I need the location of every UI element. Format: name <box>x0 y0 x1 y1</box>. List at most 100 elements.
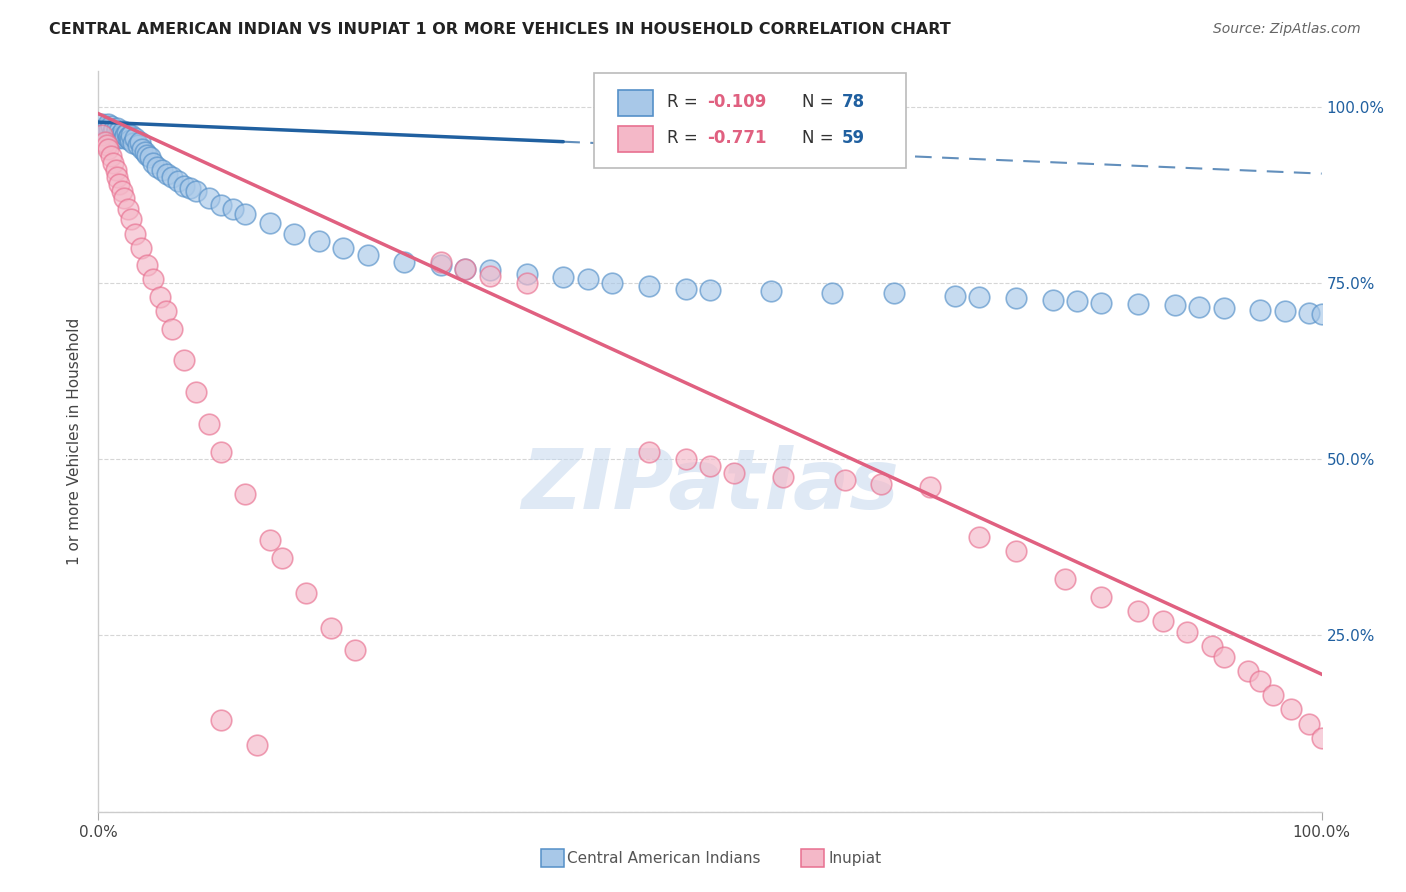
Point <box>105 120 128 135</box>
Point <box>1053 572 1076 586</box>
Point <box>197 191 219 205</box>
Bar <box>619 126 652 153</box>
Point <box>1212 301 1234 316</box>
Point <box>94 124 117 138</box>
Point <box>478 263 501 277</box>
Point <box>1128 297 1150 311</box>
Point <box>675 452 697 467</box>
Point <box>209 445 232 459</box>
Point <box>1237 664 1260 678</box>
Point <box>209 713 232 727</box>
Point <box>91 128 114 142</box>
Point <box>1310 307 1333 321</box>
Point <box>295 586 318 600</box>
Point <box>1279 702 1302 716</box>
Point <box>1042 293 1064 307</box>
Y-axis label: 1 or more Vehicles in Household: 1 or more Vehicles in Household <box>67 318 83 566</box>
Point <box>967 290 990 304</box>
Point <box>222 202 245 216</box>
Point <box>1249 674 1271 689</box>
Point <box>105 170 128 185</box>
Text: 78: 78 <box>842 93 865 111</box>
Point <box>943 288 966 302</box>
Point <box>233 487 256 501</box>
Text: ZIPatlas: ZIPatlas <box>522 445 898 526</box>
Point <box>1066 294 1088 309</box>
Point <box>160 322 183 336</box>
Point <box>101 128 124 142</box>
Point <box>283 227 305 241</box>
Point <box>699 459 721 474</box>
Point <box>772 470 794 484</box>
Point <box>120 128 142 142</box>
Point <box>637 445 661 459</box>
Point <box>600 276 623 290</box>
Point <box>454 261 477 276</box>
Point <box>98 122 121 136</box>
Point <box>233 207 256 221</box>
Point <box>118 129 141 144</box>
Point <box>319 621 342 635</box>
Point <box>149 290 172 304</box>
Point <box>1188 300 1211 314</box>
Point <box>121 136 143 151</box>
Point <box>129 241 152 255</box>
Point <box>515 276 537 290</box>
Point <box>1175 624 1198 639</box>
Point <box>155 304 177 318</box>
Point <box>1201 639 1223 653</box>
Point <box>112 131 135 145</box>
Point <box>104 163 127 178</box>
Point <box>150 163 173 178</box>
Point <box>270 550 294 565</box>
Text: -0.771: -0.771 <box>707 128 768 147</box>
Point <box>101 156 124 170</box>
Point <box>179 180 201 194</box>
Point <box>515 268 537 282</box>
Text: R =: R = <box>668 93 703 111</box>
Point <box>97 142 120 156</box>
Point <box>117 202 139 216</box>
Point <box>142 156 165 170</box>
Point <box>111 184 134 198</box>
Text: Inupiat: Inupiat <box>828 851 882 865</box>
Point <box>723 467 745 481</box>
Point <box>259 216 281 230</box>
Point <box>197 417 219 431</box>
Point <box>1004 292 1026 306</box>
Text: Central American Indians: Central American Indians <box>567 851 761 865</box>
Point <box>111 124 134 138</box>
Point <box>96 120 118 135</box>
Point <box>1298 716 1320 731</box>
Point <box>454 261 477 276</box>
Point <box>117 131 139 145</box>
Point <box>1212 649 1234 664</box>
Point <box>93 120 115 135</box>
Point <box>101 124 124 138</box>
Text: CENTRAL AMERICAN INDIAN VS INUPIAT 1 OR MORE VEHICLES IN HOUSEHOLD CORRELATION C: CENTRAL AMERICAN INDIAN VS INUPIAT 1 OR … <box>49 22 950 37</box>
Point <box>142 272 165 286</box>
Point <box>761 285 783 299</box>
Point <box>246 738 269 752</box>
Point <box>129 135 152 149</box>
Point <box>108 177 131 191</box>
Point <box>209 198 232 212</box>
Point <box>576 272 599 286</box>
Point <box>103 122 125 136</box>
Point <box>111 129 134 144</box>
Text: -0.109: -0.109 <box>707 93 766 111</box>
Point <box>920 480 942 494</box>
Point <box>107 131 129 145</box>
Point <box>834 473 856 487</box>
Point <box>1004 544 1026 558</box>
Point <box>156 167 179 181</box>
Point <box>160 170 183 185</box>
Point <box>675 281 697 295</box>
Point <box>124 131 146 145</box>
Bar <box>619 89 652 116</box>
Point <box>120 212 142 227</box>
Text: Source: ZipAtlas.com: Source: ZipAtlas.com <box>1213 22 1361 37</box>
Point <box>430 254 453 268</box>
FancyBboxPatch shape <box>593 73 905 168</box>
Point <box>115 127 138 141</box>
